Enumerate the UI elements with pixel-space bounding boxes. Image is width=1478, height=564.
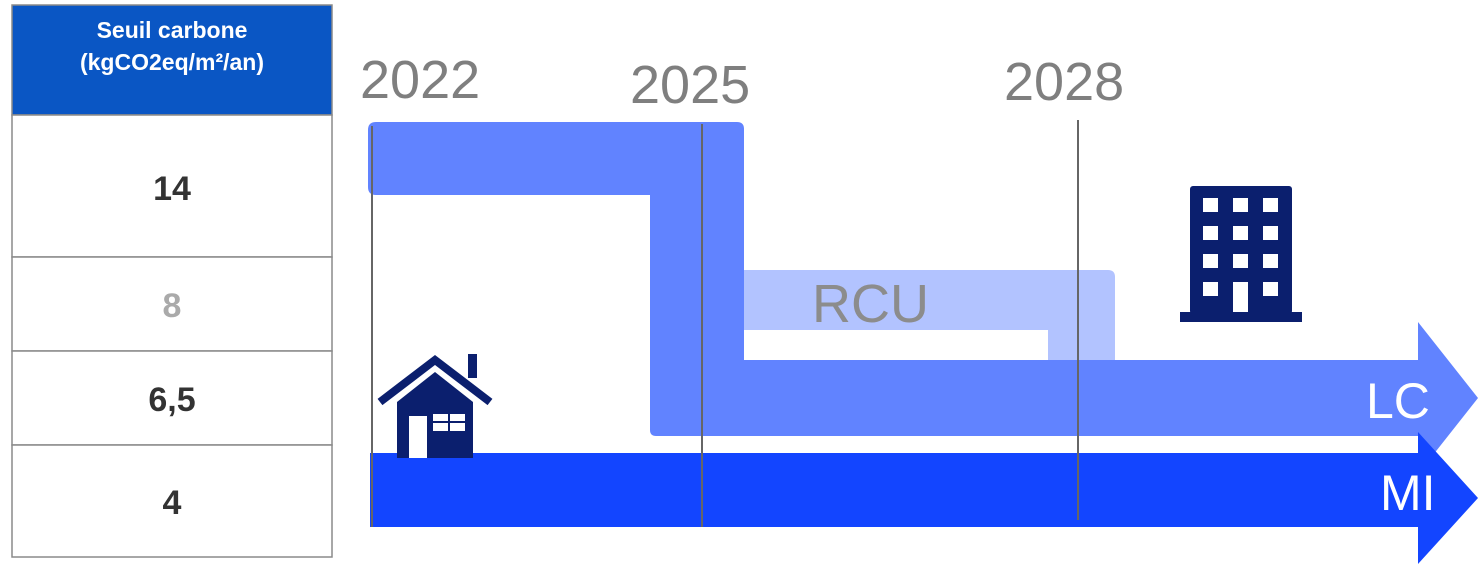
table-row	[11, 114, 333, 258]
threshold-value-4: 4	[163, 484, 182, 522]
lc-label: LC	[1366, 373, 1430, 429]
table-row	[11, 256, 333, 352]
threshold-value-6-5: 6,5	[148, 381, 195, 419]
table-header	[11, 4, 333, 116]
table-header-title: Seuil carbone	[97, 17, 248, 43]
table-row	[11, 444, 333, 558]
table-row	[11, 350, 333, 446]
rcu-track	[744, 270, 1115, 360]
mi-track	[370, 432, 1478, 564]
house-icon	[377, 354, 493, 458]
year-label-2025: 2025	[630, 55, 750, 115]
building-icon	[1180, 186, 1302, 322]
threshold-table: Seuil carbone (kgCO2eq/m²/an) 14 8 6,5 4	[11, 4, 333, 558]
mi-label: MI	[1380, 465, 1436, 521]
threshold-value-14: 14	[153, 170, 191, 208]
year-label-2022: 2022	[360, 50, 480, 110]
year-label-2028: 2028	[1004, 52, 1124, 112]
lc-track	[368, 122, 1478, 474]
table-header-unit: (kgCO2eq/m²/an)	[80, 49, 264, 75]
threshold-value-8: 8	[163, 287, 182, 325]
rcu-label: RCU	[812, 274, 929, 334]
